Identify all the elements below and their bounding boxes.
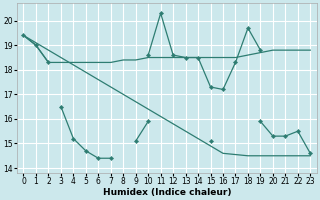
X-axis label: Humidex (Indice chaleur): Humidex (Indice chaleur) <box>103 188 231 197</box>
